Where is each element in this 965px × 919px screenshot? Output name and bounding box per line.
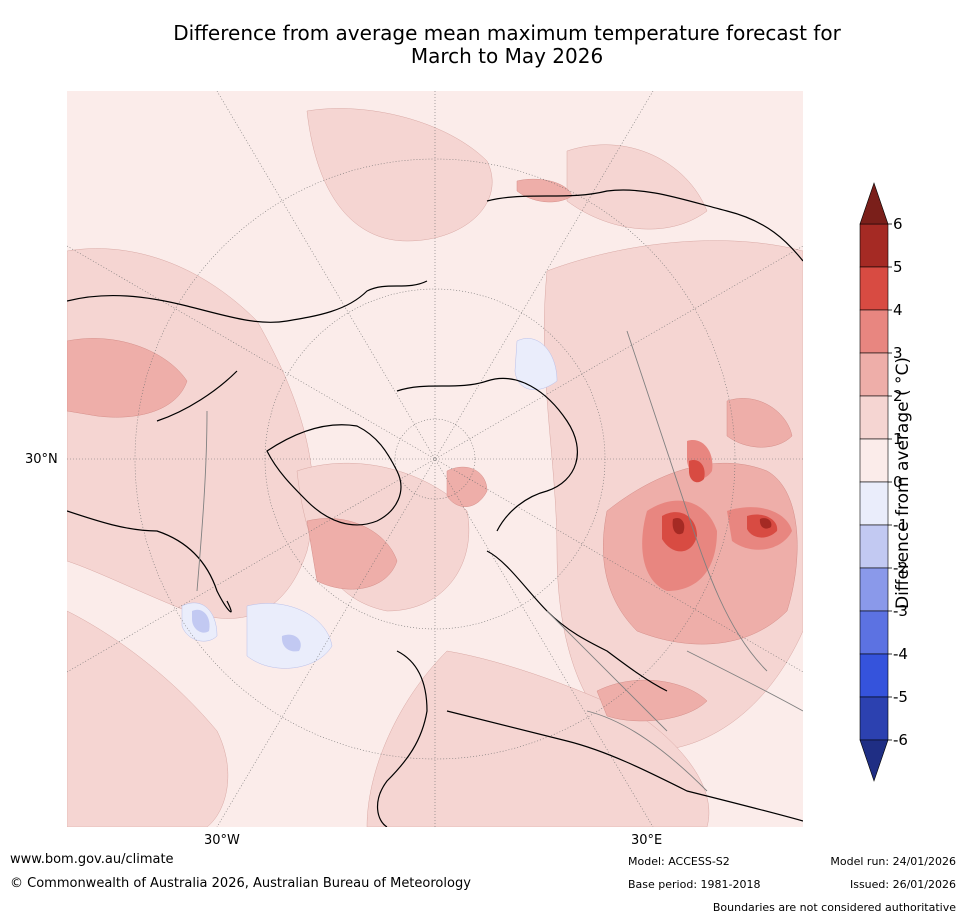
colorbar: 6 5 4 3 2 1 0 -1 -2 -3 -4 -5 -6: [859, 182, 908, 782]
country-boundaries: [196, 330, 803, 792]
copyright-notice: © Commonwealth of Australia 2026, Austra…: [10, 876, 471, 891]
colorbar-tick-label: -1: [893, 516, 908, 534]
disclaimer: Boundaries are not considered authoritat…: [712, 901, 956, 914]
lon-label-30e: 30°E: [631, 833, 663, 848]
colorbar-bin: [859, 438, 889, 483]
anomaly-5-6: [672, 517, 772, 535]
lon-label-30w: 30°W: [204, 833, 240, 848]
colorbar-bin: [859, 610, 889, 655]
colorbar-tick-label: 2: [893, 387, 903, 405]
colorbar-tick-label: 1: [893, 430, 903, 448]
colorbar-tick-label: -6: [893, 731, 908, 749]
graticule: [67, 91, 803, 827]
website-link[interactable]: www.bom.gov.au/climate: [10, 852, 174, 867]
model-info: Model: ACCESS-S2: [628, 855, 730, 868]
colorbar-tick-label: 5: [893, 258, 903, 276]
colorbar-bin: [859, 223, 889, 268]
colorbar-label: Difference from average ( °C): [893, 356, 913, 610]
colorbar-tick-label: 3: [893, 344, 903, 362]
colorbar-bin: [859, 309, 889, 354]
title-line-1: Difference from average mean maximum tem…: [173, 21, 841, 45]
colorbar-tick-label: -5: [893, 688, 908, 706]
colorbar-bin: [859, 266, 889, 311]
colorbar-bin: [859, 567, 889, 612]
colorbar-extend-high: [859, 182, 889, 225]
colorbar-bin: [859, 524, 889, 569]
colorbar-tick-label: -2: [893, 559, 908, 577]
colorbar-extend-low: [859, 739, 889, 782]
colorbar-tick-label: 6: [893, 215, 903, 233]
forecast-map: [67, 91, 803, 827]
colorbar-tick-label: -3: [893, 602, 908, 620]
colorbar-bin: [859, 395, 889, 440]
colorbar-tick-label: -4: [893, 645, 908, 663]
colorbar-bin: [859, 696, 889, 741]
issued-info: Issued: 26/01/2026: [849, 878, 956, 891]
colorbar-bin: [859, 352, 889, 397]
colorbar-tick-label: 4: [893, 301, 903, 319]
title-line-2: March to May 2026: [410, 44, 604, 68]
colorbar-tick-label: 0: [893, 473, 903, 491]
lat-label-30n: 30°N: [25, 452, 58, 467]
colorbar-bins: [859, 223, 889, 741]
colorbar-bin: [859, 653, 889, 698]
colorbar-ticks: 6 5 4 3 2 1 0 -1 -2 -3 -4 -5 -6: [888, 215, 908, 749]
base-period-info: Base period: 1981-2018: [628, 878, 761, 891]
colorbar-bin: [859, 481, 889, 526]
coastlines: [67, 189, 803, 827]
chart-title: Difference from average mean maximum tem…: [0, 22, 965, 68]
anomaly-negative-1-2: [192, 609, 301, 652]
model-run-info: Model run: 24/01/2026: [830, 855, 956, 868]
